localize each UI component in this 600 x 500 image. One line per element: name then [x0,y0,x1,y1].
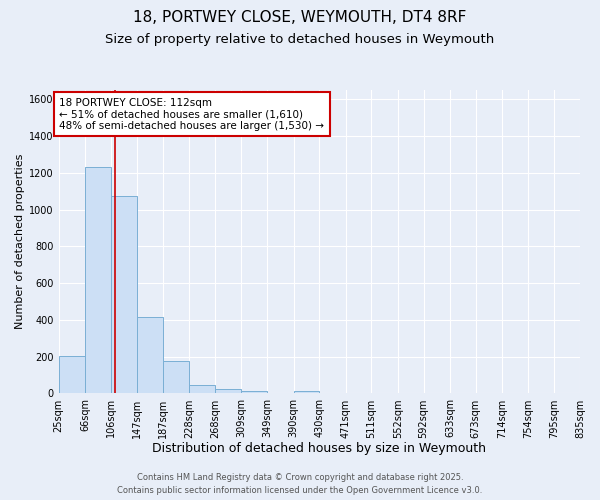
Bar [85,167,111,394]
Text: Size of property relative to detached houses in Weymouth: Size of property relative to detached ho… [106,32,494,46]
Bar [137,317,163,394]
Bar [215,389,241,394]
Y-axis label: Number of detached properties: Number of detached properties [15,154,25,330]
Bar [293,390,319,394]
Text: 18, PORTWEY CLOSE, WEYMOUTH, DT4 8RF: 18, PORTWEY CLOSE, WEYMOUTH, DT4 8RF [133,10,467,25]
Bar [241,390,267,394]
Text: Contains HM Land Registry data © Crown copyright and database right 2025.
Contai: Contains HM Land Registry data © Crown c… [118,474,482,495]
Bar [59,356,85,394]
Bar [111,196,137,394]
X-axis label: Distribution of detached houses by size in Weymouth: Distribution of detached houses by size … [152,442,487,455]
Bar [163,362,190,394]
Text: 18 PORTWEY CLOSE: 112sqm
← 51% of detached houses are smaller (1,610)
48% of sem: 18 PORTWEY CLOSE: 112sqm ← 51% of detach… [59,98,324,131]
Bar [190,385,215,394]
